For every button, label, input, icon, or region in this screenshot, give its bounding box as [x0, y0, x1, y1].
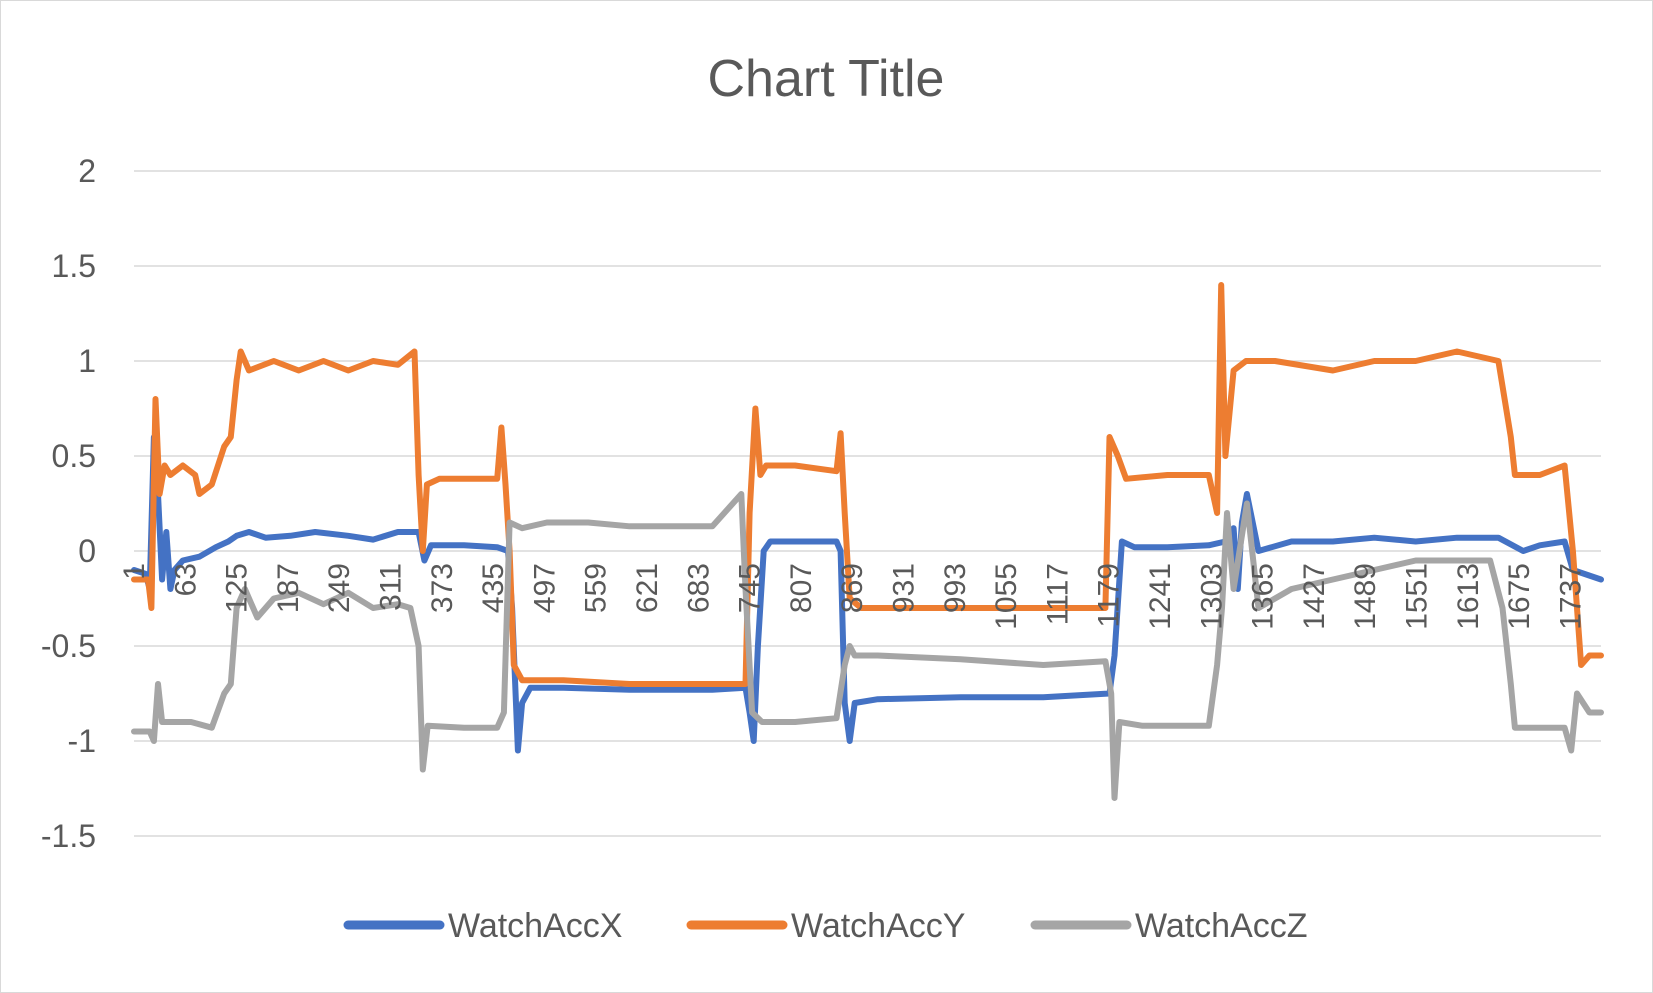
- x-tick-label: 1179: [1093, 563, 1126, 628]
- y-tick-label: -1: [68, 723, 96, 759]
- x-tick-label: 1737: [1554, 563, 1587, 630]
- y-tick-label: 0.5: [52, 438, 96, 474]
- gridlines: [134, 170, 1601, 837]
- x-axis-tick-labels: 1 63 125 187 249 311 373 435 497 559 621 683 745 807 8…: [118, 563, 1587, 630]
- x-tick-label: 807: [785, 563, 818, 613]
- x-tick-label: 373: [426, 563, 459, 613]
- y-tick-label: 0: [78, 533, 96, 569]
- x-tick-label: 1489: [1349, 563, 1382, 630]
- x-tick-label: 1365: [1247, 563, 1280, 630]
- x-tick-label: 745: [734, 563, 767, 613]
- x-tick-label: 683: [682, 563, 715, 613]
- x-tick-label: 63: [169, 563, 202, 596]
- legend-label-watchaccx: WatchAccX: [448, 907, 622, 945]
- x-tick-label: 1241: [1144, 563, 1177, 630]
- y-tick-label: 2: [78, 153, 96, 189]
- y-tick-label: 1: [78, 343, 96, 379]
- y-tick-label: 1.5: [52, 248, 96, 284]
- x-tick-label: 1551: [1400, 563, 1433, 630]
- y-tick-label: -1.5: [41, 818, 96, 854]
- x-tick-label: 187: [272, 563, 305, 613]
- x-tick-label: 1613: [1452, 563, 1485, 630]
- chart-title: Chart Title: [708, 50, 945, 108]
- x-tick-label: 1117: [1041, 563, 1074, 625]
- x-tick-label: 1427: [1298, 563, 1331, 630]
- x-tick-label: 1: [118, 563, 151, 580]
- y-axis-tick-labels: 2 1.5 1 0.5 0 -0.5 -1 -1.5: [41, 153, 96, 854]
- y-tick-label: -0.5: [41, 628, 96, 664]
- x-tick-label: 1055: [990, 563, 1023, 630]
- x-tick-label: 931: [887, 563, 920, 613]
- series-lines: [131, 282, 1604, 801]
- x-tick-label: 1675: [1503, 563, 1536, 630]
- x-tick-label: 311: [374, 563, 407, 611]
- x-tick-label: 1303: [1195, 563, 1228, 630]
- x-tick-label: 621: [631, 563, 664, 613]
- legend-label-watchaccy: WatchAccY: [791, 907, 965, 945]
- legend: WatchAccX WatchAccY WatchAccZ: [343, 907, 1308, 945]
- x-tick-label: 993: [939, 563, 972, 613]
- series-line-watchaccz: [131, 491, 1604, 801]
- x-tick-label: 435: [477, 563, 510, 613]
- x-tick-label: 249: [323, 563, 356, 613]
- x-tick-label: 559: [580, 563, 613, 613]
- x-tick-label: 497: [528, 563, 561, 613]
- x-tick-label: 869: [836, 563, 869, 613]
- x-tick-label: 125: [221, 563, 254, 613]
- legend-label-watchaccz: WatchAccZ: [1135, 907, 1308, 945]
